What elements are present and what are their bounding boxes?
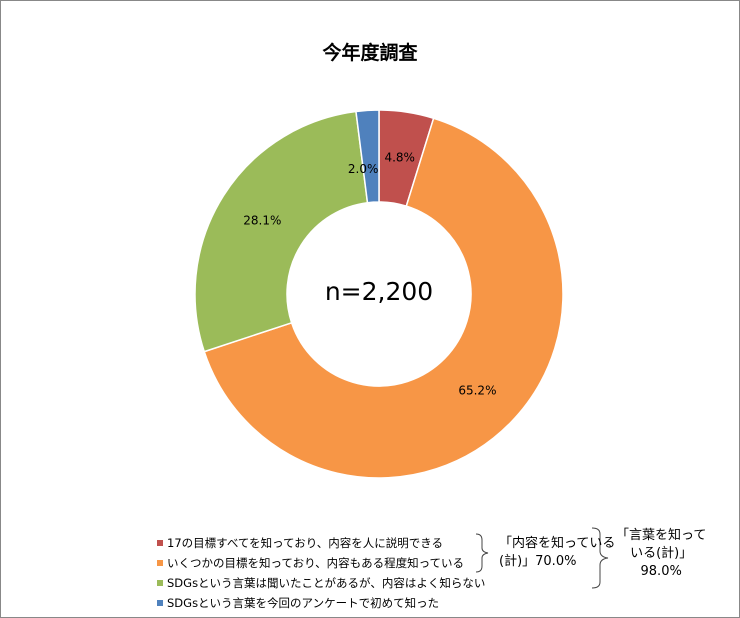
data-label: 65.2%: [458, 384, 496, 398]
legend-item: 17の目標すべてを知っており、内容を人に説明できる: [157, 533, 485, 553]
legend-label: SDGsという言葉を今回のアンケートで初めて知った: [167, 596, 440, 610]
center-label: n=2,200: [324, 277, 434, 306]
donut-slice: [355, 109, 380, 204]
donut-slice: [203, 117, 564, 479]
legend-item: SDGsという言葉は聞いたことがあるが、内容はよく知らない: [157, 573, 485, 593]
annotation-line: 98.0%: [640, 564, 682, 579]
data-label: 2.0%: [348, 162, 379, 176]
chart-title: 今年度調査: [322, 42, 418, 64]
legend-label: 17の目標すべてを知っており、内容を人に説明できる: [167, 536, 444, 550]
annotation-content-known: 「内容を知っている (計)」70.0%: [499, 535, 615, 571]
data-label: 4.8%: [384, 151, 415, 165]
legend-label: いくつかの目標を知っており、内容もある程度知っている: [167, 556, 465, 570]
legend-swatch: [157, 560, 163, 566]
annotation-line: 「言葉を知って: [616, 528, 707, 543]
legend-item: いくつかの目標を知っており、内容もある程度知っている: [157, 553, 485, 573]
legend-swatch: [157, 580, 163, 586]
data-label: 28.1%: [243, 213, 281, 227]
legend-label: SDGsという言葉は聞いたことがあるが、内容はよく知らない: [167, 576, 486, 590]
brace-small: [475, 533, 489, 573]
annotation-word-known: 「言葉を知って いる(計)」 98.0%: [616, 527, 706, 581]
brace-large: [591, 527, 609, 589]
legend: 17の目標すべてを知っており、内容を人に説明できる いくつかの目標を知っており、…: [157, 533, 485, 613]
annotation-line: 「内容を知っている: [499, 536, 616, 551]
legend-swatch: [157, 600, 163, 606]
annotation-line: (計)」70.0%: [499, 554, 577, 569]
legend-swatch: [157, 540, 163, 546]
legend-item: SDGsという言葉を今回のアンケートで初めて知った: [157, 593, 485, 613]
annotation-line: いる(計)」: [630, 546, 693, 561]
donut-slice: [194, 110, 369, 353]
